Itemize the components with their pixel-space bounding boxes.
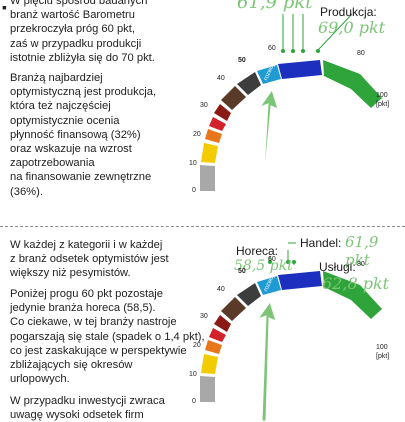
- top-gauge-value: 61,9 pkt: [237, 0, 313, 13]
- gauge-segment-30-35: [214, 104, 231, 121]
- top-tick-30: 30: [200, 102, 208, 109]
- text-line: zapotrzebowania: [10, 157, 95, 170]
- text-line: branż wartość Barometru: [10, 9, 135, 22]
- leader-dot: [291, 49, 295, 53]
- bullet-top-1: ▪: [2, 0, 7, 15]
- section-divider: [0, 226, 405, 227]
- leader-dot: [292, 260, 296, 264]
- text-line: płynność finansową (32%): [10, 128, 141, 141]
- gauge-segment-20-25: [205, 340, 222, 354]
- bottom-tick-100: 100: [376, 344, 388, 351]
- gauge-segment-0-10: [200, 165, 215, 191]
- leader-dot: [268, 260, 272, 264]
- gauge-segment-60-75: [278, 60, 322, 79]
- gauge-arrow: [256, 300, 277, 421]
- text-line: która też najczęściej: [10, 100, 111, 113]
- leader-dot: [286, 260, 290, 264]
- top-tick-20: 20: [193, 131, 201, 138]
- text-line: optymistyczną jest produkcja,: [10, 86, 157, 99]
- gauge-segment-35-45: [221, 297, 246, 321]
- bottom-tick-20: 20: [193, 342, 201, 349]
- text-line: zaś w przypadku produkcji: [10, 37, 142, 50]
- gauge-value-handel: 61,9 pkt: [345, 233, 379, 269]
- text-line: na finansowanie zewnętrzne: [10, 171, 152, 184]
- top-tick-0: 0: [192, 187, 196, 194]
- bottom-tick-10: 10: [189, 371, 197, 378]
- text-line: jedynie branża horeca (58,5).: [10, 302, 156, 315]
- gauge-segment-75-100: [323, 271, 382, 319]
- gauge-value-uslugi: 62,8 pkt: [322, 274, 390, 293]
- bottom-paragraph-2: Poniżej progu 60 pkt pozostaje jedynie b…: [10, 287, 210, 386]
- gauge-segment-45-52: [237, 72, 261, 95]
- text-line: co jest zaskakujące w perspektywie: [10, 344, 187, 357]
- top-tick-100: 100: [376, 92, 388, 99]
- top-paragraph-1: W pięciu spośród badanych branż wartość …: [10, 0, 200, 65]
- gauge-segment-45-52: [237, 283, 261, 306]
- top-paragraph-2: Branżą najbardziej optymistyczną jest pr…: [10, 71, 200, 199]
- leader-line-right: [317, 13, 353, 51]
- gauge-segment-52-60: [257, 65, 281, 84]
- bottom-tick-60: 60: [268, 256, 276, 263]
- text-line: zbliżających się okresów: [10, 359, 133, 372]
- top-tick-10: 10: [189, 160, 197, 167]
- top-tick-unit: [pkt]: [376, 101, 390, 108]
- gauge-segment-52-60: [257, 276, 281, 295]
- leader-dot: [316, 49, 320, 53]
- gauge-segment-10-20: [201, 354, 218, 374]
- gauge-segment-0-10: [200, 376, 215, 402]
- text-line: istotnie zbliżyła się do 70 pkt.: [10, 51, 155, 64]
- text-line: uwagę wysoki odsetek firm: [10, 409, 144, 422]
- gauge-segment-30-35: [214, 315, 231, 332]
- leader-dot: [301, 49, 305, 53]
- bottom-tick-30: 30: [200, 313, 208, 320]
- bottom-tick-unit: [pkt]: [376, 353, 390, 360]
- text-line: Branżą najbardziej: [10, 72, 103, 84]
- text-line: Poniżej progu 60 pkt pozostaje: [10, 288, 163, 300]
- top-tick-50: 50: [238, 57, 246, 64]
- bottom-tick-40: 40: [217, 286, 225, 293]
- text-line: (36%).: [10, 185, 43, 198]
- text-line: W przypadku inwestycji zwraca: [10, 395, 165, 407]
- text-line: większy niż pesymistów.: [10, 267, 131, 280]
- gauge-arrow: [258, 88, 279, 191]
- gauge-label-handel: Handel:: [300, 236, 342, 250]
- bottom-gauge: rozwój: [200, 242, 382, 421]
- gauge-label-horeca: Horeca:: [236, 244, 279, 258]
- gauge-segment-10-20: [201, 143, 218, 163]
- gauge-segment-75-100: [323, 60, 382, 108]
- bottom-tick-50: 50: [238, 268, 246, 275]
- text-line: z branż odsetek optymistów jest: [10, 253, 169, 266]
- text-line: W pięciu spośród badanych: [10, 0, 148, 7]
- gauge-segment-25-30: [209, 328, 226, 342]
- gauge-segment-20-25: [205, 129, 222, 143]
- top-tick-40: 40: [217, 75, 225, 82]
- text-line: W każdej z kategorii i w każdej: [10, 239, 163, 251]
- top-tick-80: 80: [357, 50, 365, 57]
- gauge-label-uslugi: Usługi:: [319, 260, 356, 274]
- text-line: optymistycznie ocenia: [10, 114, 120, 127]
- bottom-paragraph-3: W przypadku inwestycji zwraca uwagę wyso…: [10, 394, 210, 422]
- text-line: pogarszają się stale (spadek o 1,4 pkt),: [10, 330, 205, 343]
- gauge-segment-60-75: [278, 271, 322, 290]
- gauge-value-horeca: 58,5 pkt: [234, 258, 293, 274]
- top-gauge-label-produkcja: Produkcja:: [320, 5, 377, 19]
- bottom-tick-80: 80: [357, 261, 365, 268]
- bottom-paragraph-1: W każdej z kategorii i w każdej z branż …: [10, 238, 200, 281]
- leader-dot: [281, 49, 285, 53]
- gauge-segment-35-45: [221, 86, 246, 110]
- text-line: urlopowych.: [10, 373, 70, 386]
- bottom-tick-0: 0: [192, 398, 196, 405]
- text-line: Co ciekawe, w tej branży nastroje: [10, 316, 177, 329]
- text-line: oraz wskazuje na wzrost: [10, 143, 132, 156]
- top-gauge-value-produkcja: 69,0 pkt: [318, 18, 386, 37]
- top-gauge: rozwój: [200, 13, 382, 191]
- top-tick-60: 60: [268, 45, 276, 52]
- text-line: przekroczyła próg 60 pkt,: [10, 23, 135, 36]
- gauge-segment-25-30: [209, 117, 226, 131]
